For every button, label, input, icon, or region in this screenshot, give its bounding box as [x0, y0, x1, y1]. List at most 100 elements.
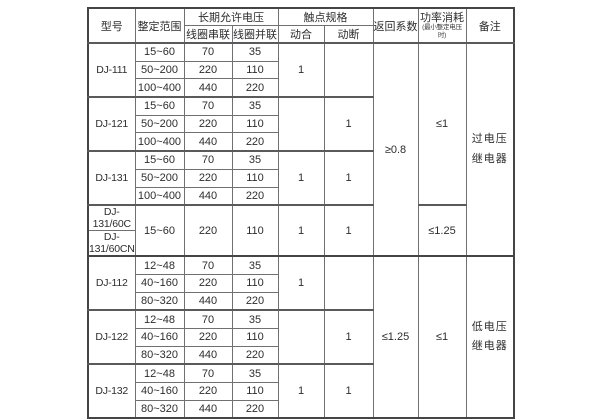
series-voltage-cell: 440: [183, 399, 233, 419]
no-contact-cell: 1: [277, 255, 325, 311]
parallel-voltage-cell: 110: [231, 204, 279, 257]
model-cell: DJ-131: [87, 150, 136, 206]
nc-contact-cell: 1: [323, 96, 374, 152]
return-coefficient-cell: ≥0.8: [372, 41, 419, 257]
parallel-voltage-cell: 35: [231, 96, 279, 116]
table-row: 100~400 440 220: [88, 132, 514, 152]
no-contact-cell: 1: [277, 204, 325, 257]
table-row: 100~400 440 220: [88, 78, 514, 98]
parallel-voltage-cell: 220: [231, 186, 279, 206]
model-cell: DJ-112: [87, 255, 136, 311]
setting-range-cell: 50~200: [134, 60, 185, 80]
model-cell: DJ-132: [87, 363, 136, 419]
table-row: 50~200 220 110: [88, 114, 514, 134]
remarks-cell: 过电压 继电器: [465, 41, 515, 257]
series-voltage-cell: 220: [183, 168, 233, 188]
col-header-coil-parallel: 线圈并联: [231, 25, 279, 44]
no-contact-cell: 1: [277, 41, 325, 98]
power-consumption-cell: ≤1.25: [417, 204, 467, 257]
series-voltage-cell: 70: [183, 255, 233, 275]
col-header-coil-series: 线圈串联: [183, 25, 233, 44]
series-voltage-cell: 440: [183, 291, 233, 311]
series-voltage-cell: 440: [183, 345, 233, 365]
series-voltage-cell: 440: [183, 186, 233, 206]
model-cell: DJ-131/60C: [87, 204, 136, 232]
table-row: DJ-131/60C 15~60 220 110 1 1 ≤1.25: [87, 204, 514, 257]
parallel-voltage-cell: 35: [231, 309, 279, 329]
model-cell: DJ-121: [87, 96, 136, 152]
page: 型号 整定范围 长期允许电压 触点规格 返回系数 功率消耗 (最小整定电压时) 备注 线圈串联线…: [87, 7, 515, 419]
col-header-normally-closed: 动断: [323, 25, 374, 44]
parallel-voltage-cell: 220: [231, 399, 279, 419]
parallel-voltage-cell: 110: [231, 382, 279, 401]
series-voltage-cell: 440: [183, 78, 233, 98]
series-voltage-cell: 220: [183, 382, 233, 401]
parallel-voltage-cell: 220: [231, 78, 279, 98]
series-voltage-cell: 70: [183, 150, 233, 170]
table-row: 40~160 220 110: [88, 382, 514, 401]
parallel-voltage-cell: 35: [231, 41, 279, 62]
parallel-voltage-cell: 110: [231, 60, 279, 80]
power-consumption-cell: ≤1: [417, 255, 467, 419]
parallel-voltage-cell: 220: [231, 132, 279, 152]
setting-range-cell: 15~60: [134, 150, 185, 170]
no-contact-cell: [277, 309, 325, 365]
parallel-voltage-cell: 110: [231, 327, 279, 347]
no-contact-cell: 1: [277, 363, 325, 419]
parallel-voltage-cell: 35: [231, 255, 279, 275]
spec-table: 型号 整定范围 长期允许电压 触点规格 返回系数 功率消耗 (最小整定电压时) 备注 线圈串联线…: [87, 7, 515, 419]
setting-range-cell: 40~160: [134, 382, 185, 401]
col-header-power-consumption-subnote: (最小整定电压时): [422, 23, 462, 39]
parallel-voltage-cell: 110: [231, 273, 279, 293]
table-row: DJ-121 15~60 70 35 1: [87, 96, 514, 152]
setting-range-cell: 100~400: [134, 132, 185, 152]
series-voltage-cell: 70: [183, 41, 233, 62]
setting-range-cell: 12~48: [134, 309, 185, 329]
series-voltage-cell: 440: [183, 132, 233, 152]
nc-contact-cell: [323, 255, 374, 311]
series-voltage-cell: 220: [183, 273, 233, 293]
col-header-normally-open: 动合: [277, 25, 325, 44]
setting-range-cell: 80~320: [134, 291, 185, 311]
setting-range-cell: 50~200: [134, 114, 185, 134]
col-header-setting-range: 整定范围: [134, 7, 185, 44]
col-header-power-consumption-label: 功率消耗: [420, 11, 464, 24]
setting-range-cell: 80~320: [134, 345, 185, 365]
parallel-voltage-cell: 110: [231, 114, 279, 134]
col-header-remarks: 备注: [465, 7, 515, 44]
model-cell: DJ-131/60CN: [87, 230, 136, 257]
table-row: DJ-112 12~48 70 35 1 ≤1.25 ≤1 低电压 继电器: [87, 255, 515, 419]
setting-range-cell: 15~60: [134, 204, 185, 257]
setting-range-cell: 40~160: [134, 273, 185, 293]
setting-range-cell: 50~200: [134, 168, 185, 188]
remarks-cell: 低电压 继电器: [465, 255, 515, 419]
setting-range-cell: 12~48: [134, 363, 185, 384]
return-coefficient-cell: ≤1.25: [372, 255, 419, 419]
setting-range-cell: 15~60: [134, 41, 185, 62]
table-header: 型号 整定范围 长期允许电压 触点规格 返回系数 功率消耗 (最小整定电压时) 备注 线圈串联线…: [87, 7, 515, 44]
power-consumption-cell: ≤1: [417, 41, 467, 206]
col-header-power-consumption: 功率消耗 (最小整定电压时): [417, 7, 467, 44]
no-contact-cell: [277, 96, 325, 152]
series-voltage-cell: 220: [183, 60, 233, 80]
table-row: 40~160 220 110: [88, 327, 514, 347]
parallel-voltage-cell: 35: [231, 150, 279, 170]
series-voltage-cell: 220: [183, 114, 233, 134]
series-voltage-cell: 220: [183, 327, 233, 347]
setting-range-cell: 40~160: [134, 327, 185, 347]
series-voltage-cell: 220: [183, 204, 233, 257]
setting-range-cell: 100~400: [134, 78, 185, 98]
setting-range-cell: 15~60: [134, 96, 185, 116]
series-voltage-cell: 70: [183, 363, 233, 384]
col-header-contact-spec: 触点规格: [277, 7, 374, 26]
col-header-long-term-allowable-voltage: 长期允许电压: [183, 7, 279, 26]
table-body: DJ-111 15~60 70 35 1 ≥0.8 ≤1 过电压 继电器 50~200 220 11…: [87, 41, 515, 419]
table-row: DJ-131/60CN: [87, 230, 514, 257]
model-cell: DJ-122: [87, 309, 136, 365]
table-row: DJ-111 15~60 70 35 1 ≥0.8 ≤1 过电压 继电器: [87, 41, 515, 257]
table-row: DJ-131 15~60 70 35 1 1: [87, 150, 514, 206]
table-row: 80~320 440 220: [88, 345, 514, 365]
nc-contact-cell: 1: [323, 309, 374, 365]
series-voltage-cell: 70: [183, 96, 233, 116]
parallel-voltage-cell: 220: [231, 345, 279, 365]
